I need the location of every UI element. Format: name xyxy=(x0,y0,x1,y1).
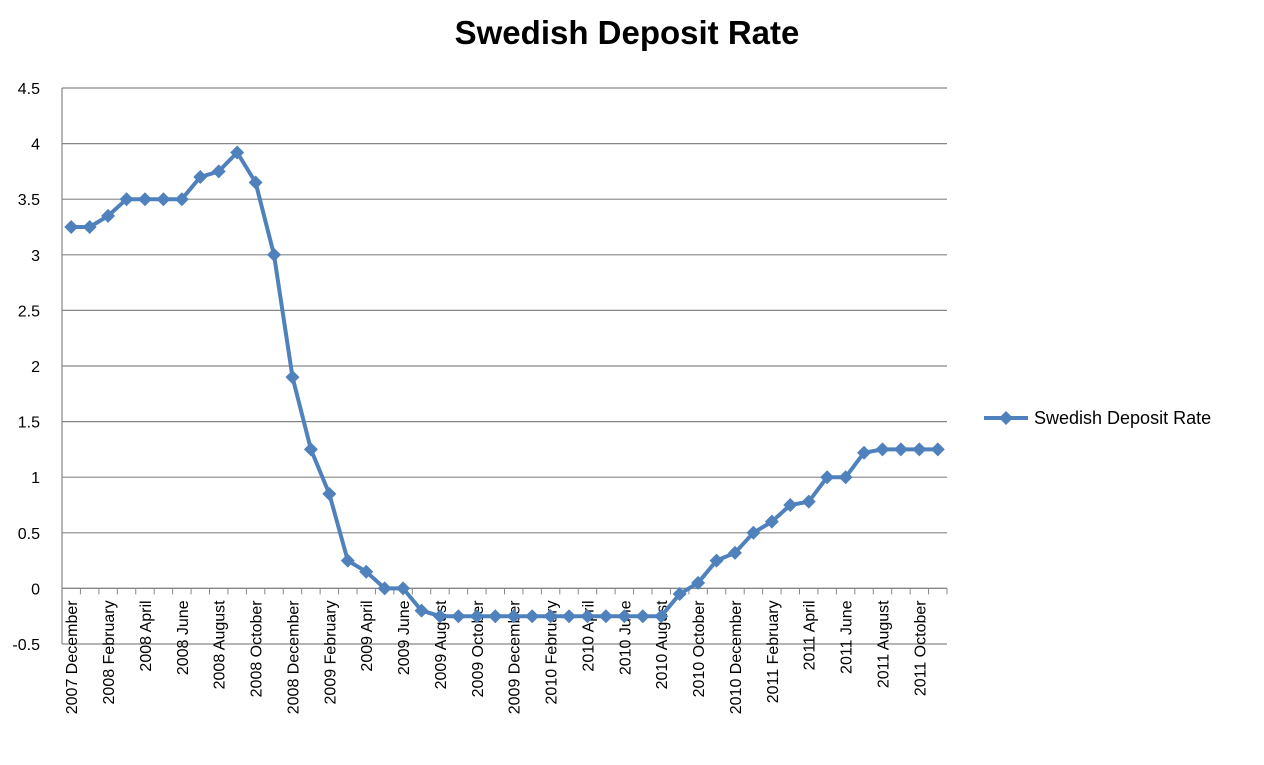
data-point xyxy=(340,553,355,568)
data-point xyxy=(396,581,411,596)
data-point xyxy=(691,575,706,590)
x-tick-label: 2010 February xyxy=(544,600,561,704)
data-point xyxy=(248,175,263,190)
data-point xyxy=(617,609,632,624)
x-tick-label: 2007 December xyxy=(64,600,81,715)
data-point xyxy=(322,486,337,501)
data-point xyxy=(838,470,853,485)
data-point xyxy=(303,442,318,457)
data-point xyxy=(801,494,816,509)
x-tick-label: 2008 June xyxy=(175,600,192,675)
data-point xyxy=(709,553,724,568)
x-tick-label: 2010 October xyxy=(691,600,708,698)
data-point xyxy=(857,445,872,460)
data-point xyxy=(488,609,503,624)
data-point xyxy=(211,164,226,179)
x-tick-label: 2010 December xyxy=(728,600,745,715)
data-point xyxy=(672,586,687,601)
x-tick-label: 2011 October xyxy=(912,600,929,696)
data-point xyxy=(359,564,374,579)
x-tick-label: 2011 April xyxy=(802,600,819,670)
y-tick-label: 4 xyxy=(31,137,40,154)
x-axis-ticks: 2007 December 2008 February 2008 April 2008… xyxy=(64,600,929,715)
data-point xyxy=(174,192,189,207)
data-point xyxy=(930,442,945,457)
gridlines xyxy=(62,87,947,645)
y-tick-label: 0 xyxy=(31,581,40,598)
x-tick-label: 2010 August xyxy=(654,600,671,690)
y-axis-ticks: 4.5 4 3.5 3 2.5 2 1.5 1 0.5 0 -0.5 xyxy=(12,81,40,654)
data-point xyxy=(469,609,484,624)
y-tick-label: 1 xyxy=(31,470,40,487)
data-point xyxy=(267,247,282,262)
y-tick-label: 2.5 xyxy=(18,303,40,320)
legend-label: Swedish Deposit Rate xyxy=(1034,408,1211,428)
axes xyxy=(61,88,948,644)
x-tick-label: 2008 February xyxy=(101,600,118,704)
data-point xyxy=(451,609,466,624)
data-point xyxy=(580,609,595,624)
legend: Swedish Deposit Rate xyxy=(984,408,1211,428)
data-point xyxy=(764,514,779,529)
x-tick-label: 2009 February xyxy=(322,600,339,704)
data-point xyxy=(820,470,835,485)
data-point xyxy=(543,609,558,624)
y-tick-label: 3 xyxy=(31,248,40,265)
chart-title: Swedish Deposit Rate xyxy=(454,14,800,51)
y-tick-label: 4.5 xyxy=(18,81,40,98)
data-point xyxy=(156,192,171,207)
data-point xyxy=(783,498,798,512)
data-point xyxy=(635,609,650,624)
data-point xyxy=(230,145,245,160)
data-point xyxy=(746,525,761,540)
y-tick-label: 3.5 xyxy=(18,192,40,209)
data-point xyxy=(875,442,890,457)
data-point xyxy=(414,603,429,618)
data-point xyxy=(285,370,300,385)
data-point xyxy=(432,609,447,624)
series-swedish-deposit-rate xyxy=(64,145,945,624)
x-tick-label: 2008 August xyxy=(212,600,229,690)
data-point xyxy=(64,220,79,234)
x-tick-label: 2009 August xyxy=(433,600,450,690)
data-point xyxy=(562,609,577,624)
data-point xyxy=(377,581,392,596)
series-line xyxy=(71,150,938,619)
data-point xyxy=(654,609,669,624)
data-point xyxy=(912,442,927,457)
data-point xyxy=(101,208,116,223)
data-point xyxy=(727,545,742,560)
x-tick-label: 2011 June xyxy=(839,600,856,674)
x-tick-label: 2008 December xyxy=(285,600,302,715)
data-point xyxy=(119,192,134,207)
data-point xyxy=(598,609,613,624)
data-point xyxy=(137,192,152,207)
x-tick-label: 2011 August xyxy=(875,600,892,688)
x-tick-label: 2008 April xyxy=(138,600,155,671)
legend-marker xyxy=(999,411,1013,425)
data-point xyxy=(506,609,521,624)
x-tick-label: 2009 October xyxy=(470,600,487,698)
y-tick-label: 0.5 xyxy=(18,526,40,543)
y-tick-label: 1.5 xyxy=(18,415,40,432)
data-point xyxy=(82,220,97,234)
x-tick-label: 2009 June xyxy=(396,600,413,675)
x-tick-label: 2011 February xyxy=(765,600,782,703)
y-tick-label: 2 xyxy=(31,359,40,376)
x-tick-label: 2009 April xyxy=(359,600,376,671)
data-point xyxy=(525,609,540,624)
y-tick-label: -0.5 xyxy=(12,637,40,654)
data-point xyxy=(893,442,908,457)
x-tick-label: 2008 October xyxy=(249,600,266,698)
x-tick-label: 2009 December xyxy=(507,600,524,715)
data-point xyxy=(193,169,208,184)
